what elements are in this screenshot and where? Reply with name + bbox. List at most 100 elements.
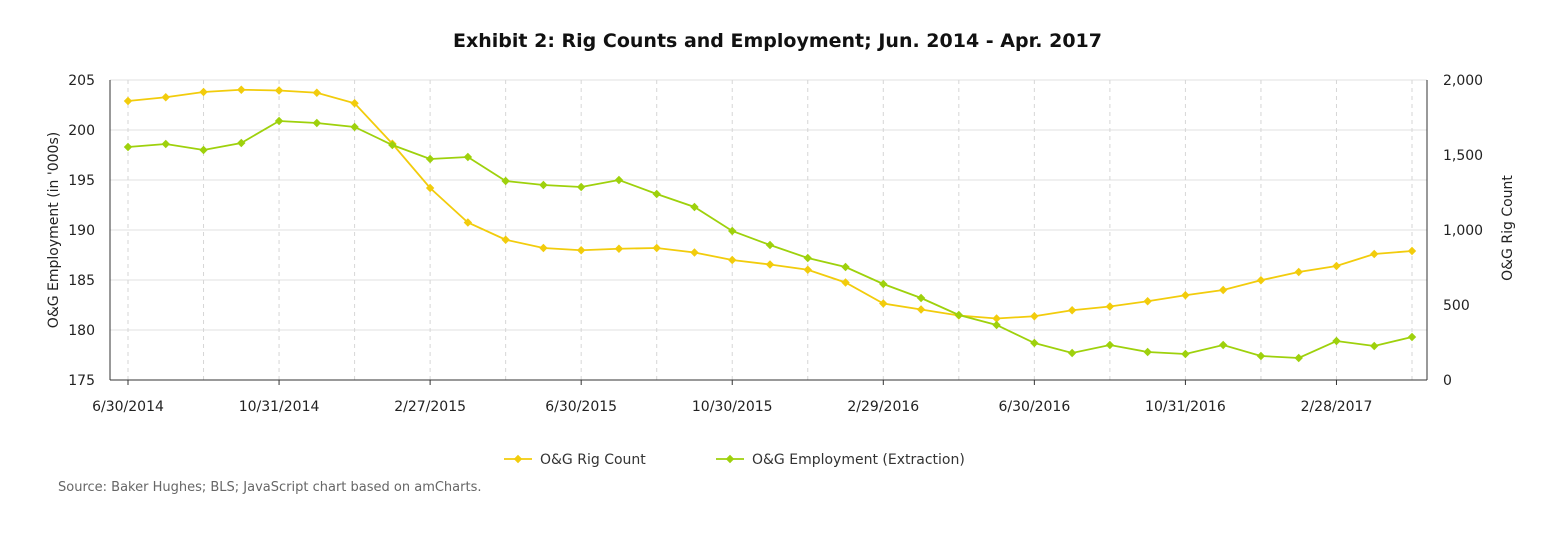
y-left-tick-label: 190 <box>68 223 95 239</box>
data-point <box>803 253 812 263</box>
data-point <box>1370 341 1379 351</box>
y-axis-right-title: O&G Rig Count <box>1500 175 1516 281</box>
series-layer <box>123 85 1417 363</box>
data-point <box>690 202 699 212</box>
data-point <box>237 138 246 148</box>
y-right-tick-label: 500 <box>1443 298 1470 314</box>
y-right-tick-label: 1,000 <box>1443 223 1483 239</box>
data-point <box>1105 340 1115 350</box>
y-left-tick-label: 200 <box>68 123 95 139</box>
data-point <box>123 96 133 106</box>
x-axis: 6/30/2014 10/31/2014 2/27/2015 6/30/2015 10/… <box>92 380 1372 415</box>
data-point <box>1143 347 1152 357</box>
y-axis-left: 205 200 195 190 185 180 175 <box>68 73 95 389</box>
legend-item[interactable]: O&G Rig Count <box>504 452 646 468</box>
data-point <box>765 260 775 269</box>
data-point <box>1256 276 1266 285</box>
data-point <box>1294 267 1303 277</box>
data-point <box>1294 353 1303 363</box>
x-tick-label: 10/31/2014 <box>239 399 320 415</box>
x-tick-label: 2/29/2016 <box>847 399 919 415</box>
x-tick-label: 6/30/2014 <box>92 399 164 415</box>
data-point <box>123 142 133 152</box>
legend-label: O&G Employment (Extraction) <box>752 452 965 468</box>
data-point <box>1067 348 1077 358</box>
data-point <box>879 279 888 289</box>
legend[interactable]: O&G Rig Count O&G Employment (Extraction) <box>504 452 965 468</box>
data-point <box>350 122 359 132</box>
grid <box>110 79 1427 380</box>
data-point <box>1218 285 1228 295</box>
data-point <box>1332 261 1341 271</box>
chart-title: Exhibit 2: Rig Counts and Employment; Ju… <box>453 30 1102 52</box>
data-point <box>1181 291 1190 300</box>
data-point <box>350 99 359 108</box>
data-point <box>841 278 850 287</box>
series-2 <box>123 116 1417 363</box>
data-point <box>463 152 473 162</box>
data-point <box>652 189 661 199</box>
data-point <box>728 255 737 265</box>
y-right-tick-label: 1,500 <box>1443 148 1483 164</box>
data-point <box>1030 312 1039 321</box>
data-point <box>841 262 850 272</box>
y-right-tick-label: 0 <box>1443 373 1452 389</box>
data-point <box>916 293 926 303</box>
data-point <box>199 145 208 155</box>
legend-swatch-marker <box>513 454 523 464</box>
data-point <box>614 244 624 253</box>
source-note: Source: Baker Hughes; BLS; JavaScript ch… <box>58 480 482 495</box>
x-tick-label: 2/28/2017 <box>1301 399 1373 415</box>
data-point <box>1407 332 1417 342</box>
data-point <box>1181 349 1190 359</box>
legend-swatch-marker <box>725 454 735 464</box>
data-point <box>312 88 322 97</box>
data-point <box>1067 306 1077 315</box>
data-point <box>1256 351 1266 361</box>
data-point <box>312 118 322 128</box>
data-point <box>161 139 170 149</box>
data-point <box>576 246 586 255</box>
data-point <box>992 314 1001 323</box>
data-point <box>728 226 737 236</box>
data-point <box>992 320 1001 330</box>
y-left-tick-label: 205 <box>68 73 95 89</box>
y-axis-left-title: O&G Employment (in '000s) <box>46 132 62 328</box>
data-point <box>1030 338 1039 348</box>
data-point <box>388 140 397 150</box>
data-point <box>1332 336 1341 346</box>
data-point <box>274 116 284 126</box>
x-tick-label: 10/30/2015 <box>692 399 773 415</box>
data-point <box>614 175 624 185</box>
axes <box>109 80 1428 381</box>
data-point <box>765 240 775 250</box>
data-point <box>652 243 661 253</box>
data-point <box>501 176 510 186</box>
data-point <box>425 154 435 164</box>
y-left-tick-label: 185 <box>68 273 95 289</box>
data-point <box>1143 297 1152 306</box>
data-point <box>1370 249 1379 259</box>
data-point <box>237 85 246 94</box>
data-point <box>501 235 510 244</box>
data-point <box>539 180 548 190</box>
series-line <box>127 120 1413 359</box>
data-point <box>463 218 473 227</box>
legend-label: O&G Rig Count <box>540 452 646 468</box>
y-left-tick-label: 175 <box>68 373 95 389</box>
data-point <box>879 299 888 308</box>
x-tick-label: 6/30/2015 <box>545 399 617 415</box>
data-point <box>199 87 208 97</box>
data-point <box>1407 246 1417 256</box>
data-point <box>576 182 586 192</box>
data-point <box>803 265 812 274</box>
series-1 <box>123 85 1417 323</box>
data-point <box>539 243 548 253</box>
data-point <box>274 86 284 95</box>
data-point <box>916 305 926 314</box>
legend-item[interactable]: O&G Employment (Extraction) <box>716 452 965 468</box>
data-point <box>1218 340 1228 350</box>
x-tick-label: 2/27/2015 <box>394 399 466 415</box>
x-tick-label: 10/31/2016 <box>1145 399 1226 415</box>
